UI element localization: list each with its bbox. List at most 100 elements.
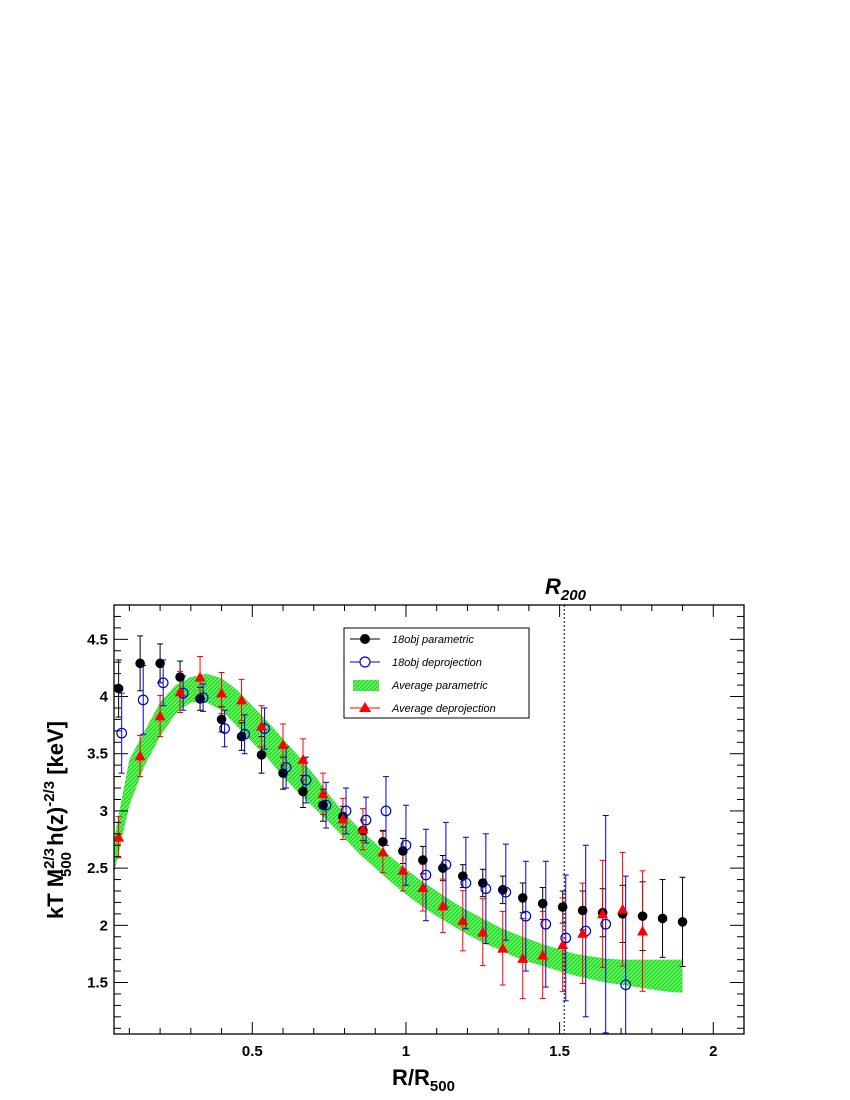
point-average-deprojection-23 (577, 927, 589, 938)
error-bar-18obj-deprojection-23 (582, 844, 589, 1018)
point-18obj-parametric-19 (497, 885, 508, 895)
point-18obj-parametric-22 (557, 902, 568, 912)
point-average-deprojection-12 (357, 823, 369, 834)
point-18obj-deprojection-1 (137, 694, 149, 706)
point-18obj-parametric-1 (135, 658, 145, 669)
legend-entry-parametric: 18obj parametric (350, 634, 474, 646)
point-18obj-parametric-4 (195, 694, 205, 704)
point-18obj-parametric-15 (418, 855, 428, 865)
error-bar-18obj-deprojection-11 (343, 787, 350, 835)
point-18obj-parametric-27 (657, 913, 668, 924)
point-average-deprojection-3 (174, 686, 186, 697)
point-18obj-parametric-2 (155, 658, 165, 669)
point-average-deprojection-13 (377, 846, 389, 857)
point-18obj-deprojection-14 (400, 839, 412, 851)
error-bar-18obj-deprojection-17 (462, 836, 469, 930)
point-18obj-parametric-26 (637, 911, 648, 921)
point-18obj-deprojection-8 (280, 762, 292, 773)
point-average-deprojection-16 (437, 900, 449, 911)
y-tick-label: 3 (100, 803, 108, 820)
point-18obj-deprojection-5 (219, 723, 231, 734)
point-average-deprojection-15 (417, 882, 429, 892)
point-18obj-parametric-7 (256, 750, 267, 760)
y-axis-title-sup1: 2/3 (41, 848, 58, 869)
legend-band-swatch (353, 680, 379, 691)
x-tick-label: 2 (709, 1043, 717, 1060)
legend: 18obj parametric 18obj deprojection Aver… (343, 627, 530, 719)
tick-layer: 0.5 1 1.5 2 1.5 2 2.5 3 3.5 4 4.5 (87, 604, 744, 1060)
point-average-deprojection-14 (397, 864, 409, 875)
point-18obj-parametric-5 (216, 714, 227, 725)
point-18obj-deprojection-10 (320, 799, 332, 811)
legend-label-3: Average deprojection (391, 703, 496, 715)
y-tick-label: 3.5 (87, 746, 108, 763)
error-bar-18obj-deprojection-25 (622, 875, 629, 1035)
error-bar-18obj-deprojection-22 (562, 874, 569, 1002)
y-axis-title-part3: [keV] (43, 721, 68, 781)
error-bar-18obj-deprojection-1 (140, 665, 147, 735)
point-average-deprojection-0 (113, 831, 125, 842)
plot-frame (113, 604, 745, 1035)
legend-entry-average-deprojection: Average deprojection (350, 702, 496, 715)
point-18obj-parametric-3 (175, 672, 185, 682)
error-bar-18obj-deprojection-21 (542, 860, 549, 988)
point-average-deprojection-10 (317, 788, 329, 799)
x-axis-title: R/R500 (392, 1065, 455, 1095)
point-18obj-parametric-9 (298, 786, 308, 797)
point-average-deprojection-6 (236, 694, 248, 705)
point-average-deprojection-26 (637, 925, 649, 936)
r200-label-sub: 200 (560, 587, 587, 604)
legend-marker-triangle (359, 702, 371, 712)
point-18obj-parametric-13 (378, 837, 388, 847)
y-tick-label: 4.5 (87, 631, 108, 648)
point-18obj-parametric-14 (398, 846, 408, 856)
point-average-deprojection-21 (537, 949, 549, 960)
point-18obj-deprojection-19 (500, 886, 512, 898)
error-bar-18obj-deprojection-15 (422, 828, 429, 922)
y-tick-label: 4 (100, 689, 109, 706)
legend-label-0: 18obj parametric (392, 634, 474, 646)
point-average-deprojection-2 (154, 710, 166, 721)
point-18obj-deprojection-9 (300, 774, 312, 786)
point-18obj-deprojection-21 (540, 918, 552, 930)
y-tick-label: 1.5 (87, 975, 108, 992)
point-18obj-deprojection-4 (197, 692, 209, 704)
r200-label: R200 (545, 574, 587, 604)
y-axis-title: kT M2/3500 h(z)-2/3 [keV] (41, 721, 75, 919)
error-bar-18obj-deprojection-12 (363, 796, 369, 844)
point-average-deprojection-5 (216, 687, 228, 698)
point-18obj-deprojection-12 (360, 814, 372, 826)
point-18obj-parametric-6 (236, 731, 247, 742)
marker-layer (113, 658, 688, 991)
point-average-deprojection-1 (134, 750, 146, 761)
error-bar-18obj-deprojection-18 (482, 833, 489, 945)
point-18obj-deprojection-24 (600, 918, 612, 930)
point-18obj-deprojection-0 (116, 727, 128, 739)
point-18obj-deprojection-11 (340, 805, 352, 817)
point-18obj-deprojection-2 (157, 677, 169, 689)
point-18obj-parametric-0 (113, 683, 124, 694)
point-average-deprojection-18 (477, 926, 489, 937)
legend-label-2: Average parametric (391, 680, 488, 692)
point-18obj-parametric-8 (278, 768, 288, 778)
point-18obj-deprojection-16 (440, 859, 452, 871)
x-tick-label: 1 (402, 1043, 410, 1060)
point-18obj-deprojection-20 (520, 910, 532, 922)
point-average-deprojection-20 (517, 952, 529, 963)
point-average-deprojection-19 (497, 942, 509, 953)
y-axis-title-sup2: -2/3 (41, 781, 58, 807)
point-18obj-parametric-20 (517, 893, 528, 903)
error-bar-18obj-deprojection-13 (382, 776, 389, 846)
y-tick-label: 2.5 (87, 860, 108, 877)
x-tick-label: 0.5 (242, 1043, 263, 1060)
point-18obj-deprojection-22 (560, 932, 572, 944)
point-18obj-deprojection-13 (380, 805, 392, 817)
legend-entry-average-parametric: Average parametric (353, 680, 488, 692)
point-average-deprojection-17 (457, 915, 469, 926)
point-18obj-parametric-23 (577, 905, 588, 916)
point-18obj-deprojection-6 (239, 728, 251, 740)
legend-marker-open-circle (359, 656, 371, 668)
error-bar-18obj-deprojection-0 (118, 692, 125, 774)
x-axis-title-main: R/R (392, 1065, 430, 1090)
